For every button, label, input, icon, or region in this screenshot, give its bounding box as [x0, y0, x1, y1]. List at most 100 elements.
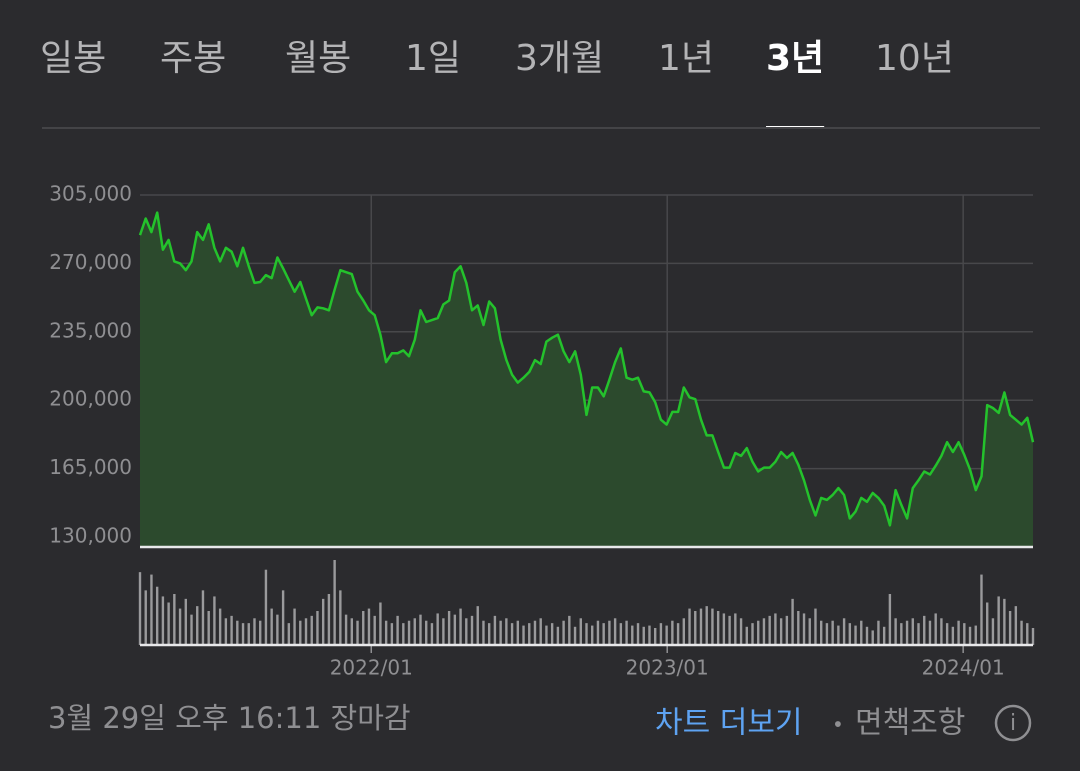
tab[interactable]: 일봉	[40, 38, 106, 79]
volume-bar	[1031, 628, 1035, 645]
volume-bar	[327, 594, 331, 645]
volume-bar	[797, 611, 800, 645]
volume-bar	[556, 626, 560, 645]
volume-bar	[608, 620, 611, 645]
volume-bar	[144, 590, 147, 645]
volume-bar	[585, 623, 588, 645]
volume-bar	[516, 620, 520, 645]
volume-bar	[911, 618, 914, 645]
volume-bar	[694, 611, 697, 645]
volume-bar	[596, 620, 600, 645]
volume-bar	[350, 618, 354, 645]
y-tick-label: 305,000	[49, 182, 132, 206]
volume-bar	[413, 618, 416, 645]
disclaimer[interactable]: 면책조항	[855, 706, 965, 741]
volume-bar	[184, 598, 187, 645]
volume-bar	[928, 620, 932, 645]
volume-bar	[940, 618, 943, 645]
volume-bar	[625, 620, 628, 645]
info-icon[interactable]	[994, 704, 1032, 742]
volume-bar	[1003, 598, 1006, 645]
volume-bar	[224, 618, 228, 645]
volume-bar	[287, 623, 291, 645]
volume-bar	[155, 586, 159, 645]
volume-bar	[430, 623, 434, 645]
price-line	[138, 211, 1035, 527]
volume-bar	[436, 613, 439, 645]
volume-bar	[310, 615, 313, 645]
volume-bar	[367, 608, 371, 645]
volume-bar	[1014, 606, 1018, 645]
volume-bar	[991, 618, 995, 645]
volume-bar	[241, 623, 245, 645]
volume-bar	[671, 620, 674, 645]
volume-bar	[419, 614, 422, 645]
volume-bar	[373, 615, 376, 645]
volume-bar	[636, 623, 640, 645]
volume-bar	[877, 620, 880, 645]
volume-bar	[425, 620, 428, 645]
volume-bar	[848, 623, 852, 645]
price-area	[140, 212, 1033, 547]
volume-bar	[951, 626, 955, 645]
separator: •	[832, 713, 844, 737]
volume-bar	[161, 596, 165, 645]
volume-bar	[831, 620, 834, 645]
tab[interactable]: 월봉	[285, 38, 351, 79]
volume-bar	[384, 620, 388, 645]
volume-bar	[459, 608, 462, 645]
volume-bar	[264, 569, 268, 645]
tabs: 일봉 주봉 월봉 1일 3개월 1년 3년 10년	[40, 38, 954, 129]
volume-bar	[390, 623, 394, 645]
volume-bar	[711, 608, 714, 645]
volume-bar	[173, 594, 176, 645]
volume-bar	[522, 625, 525, 645]
volume-bar	[997, 596, 1000, 645]
volume-bar	[819, 620, 823, 645]
volume-bar	[138, 572, 142, 645]
x-tick-label: 2022/01	[330, 656, 413, 680]
volume-bar	[539, 618, 542, 645]
volume-bar	[619, 623, 623, 645]
volume-bar	[676, 623, 680, 645]
tab[interactable]: 10년	[875, 38, 954, 79]
volume-bar	[734, 613, 737, 645]
volume-bar	[528, 623, 531, 645]
volume-bar	[705, 606, 708, 645]
more-link[interactable]: 차트 더보기	[655, 706, 803, 741]
tab[interactable]: 3개월	[515, 38, 604, 79]
volume-bar	[602, 623, 605, 645]
tab[interactable]: 3년	[766, 38, 824, 79]
volume-bar	[980, 574, 983, 645]
volume-bar	[854, 625, 857, 645]
volume-bar	[762, 618, 766, 645]
volume-bar	[842, 618, 846, 645]
volume-bar	[470, 615, 474, 645]
volume-bar	[253, 618, 256, 645]
tab[interactable]: 1일	[405, 38, 461, 79]
tab[interactable]: 1년	[658, 38, 714, 79]
volume-bar	[894, 618, 897, 645]
tab[interactable]: 주봉	[160, 38, 226, 79]
volume-bar	[270, 608, 273, 645]
volume-bar	[356, 620, 359, 645]
volume-bar	[739, 618, 743, 645]
volume-bar	[379, 602, 382, 645]
volume-bar	[568, 615, 571, 645]
volume-bar	[402, 623, 405, 645]
volume-bar	[281, 590, 285, 645]
volume-bar	[1020, 620, 1023, 645]
volume-bar	[722, 613, 726, 645]
volume-bar	[774, 613, 777, 645]
volume-bar	[945, 623, 949, 645]
volume-bar	[888, 594, 892, 645]
volume-bar	[631, 625, 634, 645]
info-icon-glyph: i	[1010, 711, 1016, 736]
volume-bar	[779, 618, 783, 645]
volume-bar	[201, 590, 205, 645]
volume-bar	[974, 625, 977, 645]
volume-bar	[917, 623, 920, 645]
y-tick-label: 235,000	[49, 318, 132, 342]
volume-bar	[276, 614, 279, 645]
volume-bar	[963, 623, 966, 645]
